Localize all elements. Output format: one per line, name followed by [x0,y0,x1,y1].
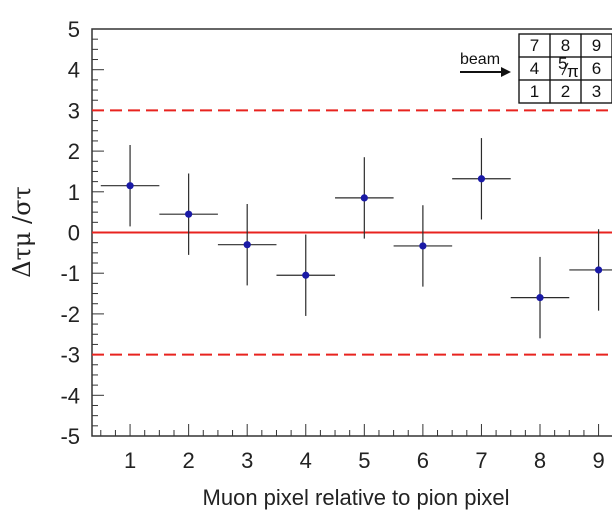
point-marker [360,194,368,202]
grid-cell-label: 7 [530,36,539,55]
point-marker [302,271,310,279]
y-tick-label: 1 [68,180,80,205]
x-tick-label: 3 [241,448,253,473]
grid-cell-label: π [567,62,579,81]
x-tick-label: 8 [534,448,546,473]
data-point [276,234,336,316]
y-tick-label: -3 [60,343,80,368]
grid-cell-label: 4 [530,59,539,78]
point-marker [243,241,251,249]
point-marker [594,266,603,274]
beam-arrowhead [501,67,511,77]
grid-cell-label: 2 [561,82,570,101]
grid-cell-label: 3 [592,82,601,101]
x-axis-ticks [100,424,600,436]
y-tick-label: 3 [68,98,80,123]
pixel-grid: 7 8 9 4 5 π 6 1 2 3 [518,33,612,104]
fraction-slash [561,62,569,76]
y-axis-ticks [92,28,104,437]
data-point [335,157,394,239]
data-point [393,205,453,287]
point-marker [126,182,134,190]
y-tick-label: -2 [60,302,80,327]
data-point [100,144,160,227]
x-axis-title: Muon pixel relative to pion pixel [203,485,510,510]
data-point [217,204,277,286]
y-tick-label: 0 [68,221,80,246]
grid-cell-label: 6 [592,59,601,78]
point-marker [419,242,427,250]
y-tick-label: -5 [60,424,80,449]
data-point [510,256,570,339]
grid-cell-label: 8 [561,36,570,55]
x-tick-labels: 1 2 3 4 5 6 7 8 9 [124,448,605,473]
data-point [569,229,612,311]
x-tick-label: 5 [358,448,370,473]
data-point [452,138,511,220]
x-tick-label: 6 [417,448,429,473]
data-point [159,173,218,255]
x-tick-label: 7 [475,448,487,473]
grid-cell-label: 1 [530,82,539,101]
point-marker [536,294,544,302]
point-marker [185,210,193,218]
y-tick-labels: 5 4 3 2 1 0 -1 -2 -3 -4 -5 [60,17,80,449]
beam-label: beam [460,51,500,68]
y-tick-label: -1 [60,261,80,286]
x-tick-label: 2 [183,448,195,473]
x-tick-label: 1 [124,448,136,473]
point-marker [477,175,486,183]
reference-lines [92,109,612,356]
y-axis-title: Δτμ /στ [8,186,36,278]
x-tick-label: 4 [300,448,312,473]
y-tick-label: 4 [68,58,80,83]
y-tick-label: 5 [68,17,80,42]
y-tick-label: 2 [68,139,80,164]
y-tick-label: -4 [60,383,80,408]
grid-cell-label: 9 [592,36,601,55]
grid-cell-label: 5 [558,54,567,73]
data-points [100,138,612,339]
grid-cell [580,79,612,104]
x-tick-label: 9 [592,448,604,473]
pixel-map-inset: beam 7 8 9 4 5 π 6 1 2 3 [460,33,612,104]
